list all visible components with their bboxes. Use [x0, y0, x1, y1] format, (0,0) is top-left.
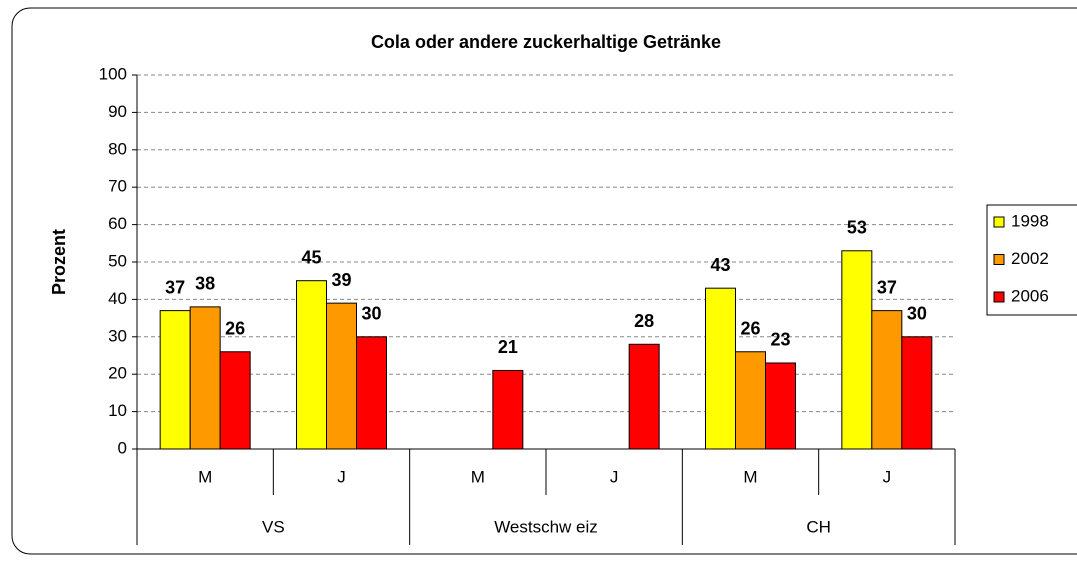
data-label: 21 — [498, 337, 518, 357]
x-tick-label: J — [883, 467, 892, 486]
group-label: Westschw eiz — [494, 517, 598, 536]
group-label: CH — [806, 517, 831, 536]
bar — [159, 310, 191, 450]
x-tick-label: J — [337, 467, 346, 486]
x-tick-label: M — [471, 467, 485, 486]
bar — [492, 369, 524, 450]
data-label: 43 — [710, 255, 730, 275]
bar — [219, 351, 251, 450]
bar — [326, 302, 357, 450]
group-label: VS — [262, 517, 285, 536]
y-tick-label: 60 — [108, 214, 127, 233]
data-label: 39 — [331, 270, 351, 290]
y-tick-label: 40 — [108, 289, 127, 308]
data-label: 28 — [634, 311, 654, 331]
data-label: 37 — [165, 277, 185, 297]
data-label: 30 — [361, 304, 381, 324]
legend-label: 2006 — [1011, 286, 1049, 305]
bar — [705, 287, 736, 450]
bar — [296, 280, 327, 450]
y-tick-label: 90 — [108, 102, 127, 121]
legend-label: 1998 — [1011, 211, 1049, 230]
legend-swatch — [993, 216, 1005, 228]
x-tick-label: M — [743, 467, 757, 486]
x-tick-label: M — [198, 467, 212, 486]
data-label: 53 — [847, 218, 867, 238]
x-tick-label: J — [610, 467, 619, 486]
legend-label: 2002 — [1011, 249, 1049, 268]
y-tick-label: 70 — [108, 177, 127, 196]
y-tick-label: 20 — [108, 364, 127, 383]
data-label: 26 — [225, 319, 245, 339]
y-axis-label: Prozent — [49, 229, 69, 295]
bar — [841, 250, 873, 450]
data-label: 45 — [301, 247, 321, 267]
legend-swatch — [993, 254, 1005, 265]
legend-swatch — [993, 291, 1005, 303]
y-tick-label: 10 — [108, 401, 127, 420]
bar — [735, 351, 766, 450]
y-tick-label: 100 — [99, 64, 127, 83]
y-tick-label: 0 — [118, 438, 127, 457]
data-label: 30 — [907, 304, 927, 324]
y-tick-label: 50 — [108, 251, 127, 270]
y-tick-label: 30 — [108, 326, 127, 345]
bar — [356, 336, 387, 450]
data-label: 37 — [877, 277, 897, 297]
y-tick-label: 80 — [108, 139, 127, 158]
bar — [189, 306, 221, 450]
bar — [871, 310, 903, 450]
bar — [901, 336, 933, 450]
bar — [628, 343, 660, 450]
data-label: 23 — [770, 330, 790, 350]
data-label: 26 — [740, 319, 760, 339]
data-label: 38 — [195, 274, 215, 294]
bar — [765, 362, 796, 450]
chart-title: Cola oder andere zuckerhaltige Getränke — [371, 32, 721, 52]
